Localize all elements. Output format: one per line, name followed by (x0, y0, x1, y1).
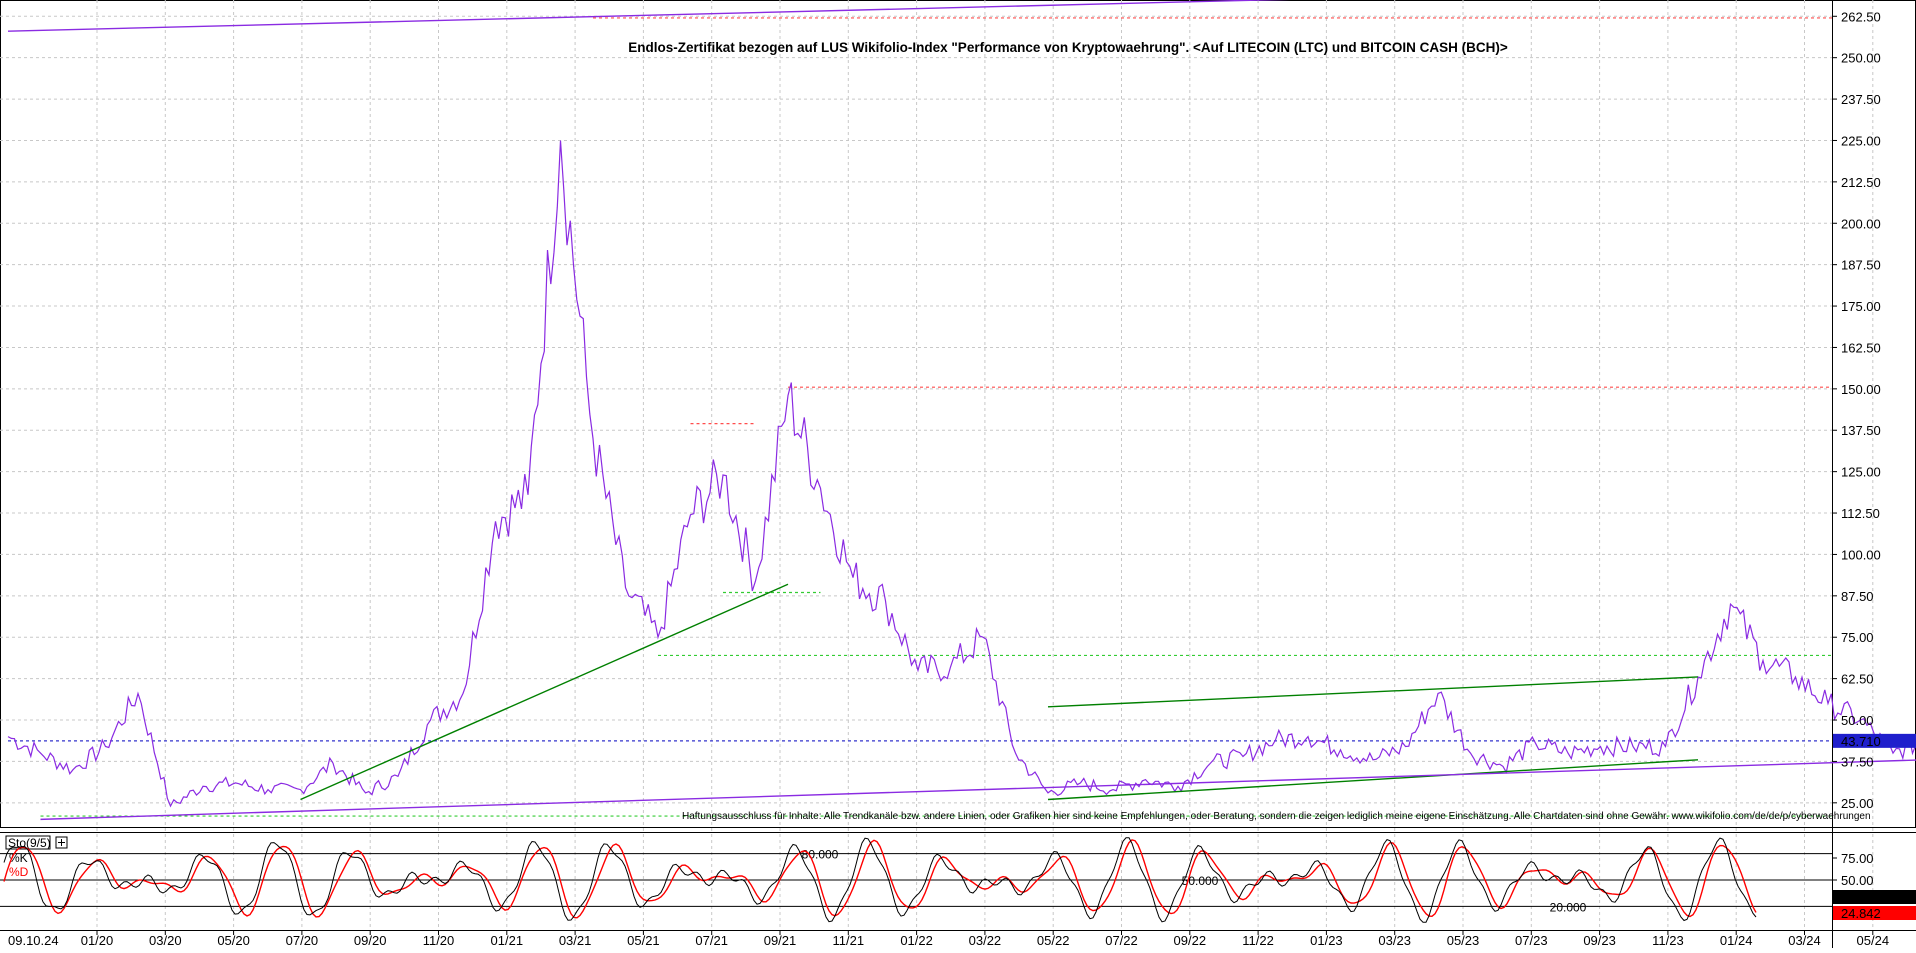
x-tick-label: 11/22 (1242, 933, 1274, 948)
x-tick-label: 07/21 (695, 933, 728, 948)
main-frame (1, 1, 1916, 828)
x-tick-label: 11/21 (833, 933, 865, 948)
sto-y-tick-label: 75.00 (1841, 851, 1874, 866)
sto-level-label: 80.000 (802, 848, 839, 862)
price-line (8, 141, 1916, 807)
disclaimer-text: Haftungsausschluss für Inhalte: Alle Tre… (682, 811, 1871, 822)
x-tick-label: 09/22 (1174, 933, 1207, 948)
x-tick-label: 09/21 (764, 933, 797, 948)
y-tick-label: 150.00 (1841, 382, 1881, 397)
y-tick-label: 162.50 (1841, 340, 1881, 355)
x-tick-label: 07/22 (1105, 933, 1138, 948)
x-tick-label: 03/22 (969, 933, 1002, 948)
x-tick-label: 03/24 (1788, 933, 1821, 948)
x-tick-label: 01/21 (491, 933, 524, 948)
sto-legend-d: %D (9, 865, 29, 879)
x-tick-label: 11/20 (423, 933, 455, 948)
x-tick-label: 01/22 (900, 933, 933, 948)
chart-title: Endlos-Zertifikat bezogen auf LUS Wikifo… (628, 40, 1508, 55)
y-tick-label: 250.00 (1841, 51, 1881, 66)
axis-layer: 262.50 250.00 237.50 225.00 212.50 200.00 187.… (8, 9, 1916, 948)
y-tick-label: 225.00 (1841, 133, 1881, 148)
y-tick-label: 75.00 (1841, 630, 1874, 645)
y-tick-label: 50.00 (1841, 713, 1874, 728)
x-tick-label: 05/22 (1037, 933, 1070, 948)
x-tick-label: 03/21 (559, 933, 592, 948)
x-tick-label: 01/20 (81, 933, 114, 948)
x-tick-label: 03/20 (149, 933, 182, 948)
reference-lines (8, 18, 1832, 816)
y-tick-label: 100.00 (1841, 547, 1881, 562)
sto-level-label: 20.000 (1550, 900, 1587, 914)
sto-y-tick-label: 50.00 (1841, 873, 1874, 888)
y-tick-label: 62.50 (1841, 672, 1874, 687)
sto-k-value: 25.148 (1841, 890, 1881, 905)
y-tick-label: 37.50 (1841, 754, 1874, 769)
y-tick-label: 237.50 (1841, 92, 1881, 107)
x-tick-label: 05/21 (627, 933, 660, 948)
y-tick-label: 137.50 (1841, 423, 1881, 438)
stochastic-panel: 80.00050.00020.00075.0050.00Sto(9/5)%K%D… (0, 836, 1916, 922)
y-tick-label: 262.50 (1841, 9, 1881, 24)
trend-line (8, 0, 1341, 31)
x-tick-label: 05/20 (217, 933, 250, 948)
x-tick-label: 03/23 (1378, 933, 1411, 948)
y-tick-label: 212.50 (1841, 175, 1881, 190)
x-tick-label: 11/23 (1652, 933, 1684, 948)
x-tick-label: 07/23 (1515, 933, 1548, 948)
x-tick-label: 01/24 (1720, 933, 1753, 948)
y-tick-label: 200.00 (1841, 216, 1881, 231)
x-tick-label: 09/23 (1583, 933, 1616, 948)
y-tick-label: 112.50 (1841, 506, 1880, 521)
y-tick-label: 25.00 (1841, 796, 1874, 811)
x-tick-label: 07/20 (286, 933, 319, 948)
x-tick-label: 05/23 (1447, 933, 1480, 948)
trend-line (1048, 677, 1698, 707)
x-tick-label: 09/20 (354, 933, 387, 948)
trend-line (301, 584, 789, 799)
sto-d-value: 24.842 (1841, 906, 1881, 921)
last-value-label: 43.710 (1841, 734, 1881, 749)
sto-title: Sto(9/5) (8, 836, 51, 850)
y-tick-label: 175.00 (1841, 299, 1881, 314)
x-tick-label: 01/23 (1310, 933, 1343, 948)
series-layer (8, 0, 1916, 819)
y-tick-label: 125.00 (1841, 465, 1881, 480)
x-tick-label: 05/24 (1857, 933, 1890, 948)
y-tick-label: 87.50 (1841, 589, 1874, 604)
y-tick-label: 187.50 (1841, 258, 1881, 273)
x-tick-label: 09.10.24 (8, 933, 59, 948)
